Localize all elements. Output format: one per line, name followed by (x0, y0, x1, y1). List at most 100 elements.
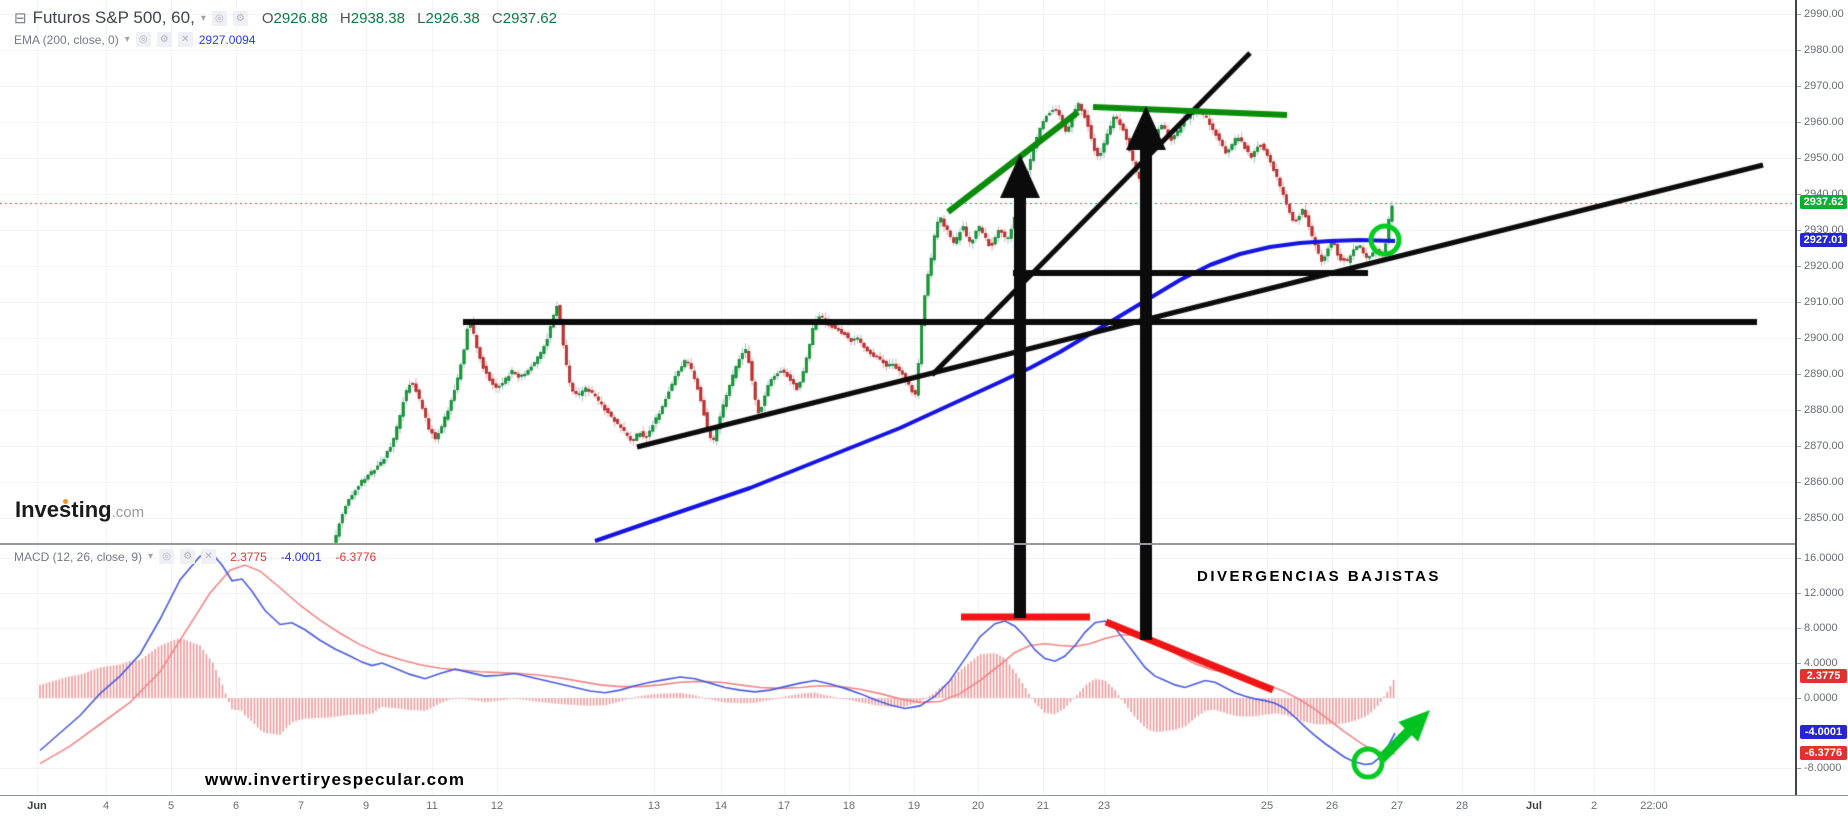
eye-icon[interactable]: ◎ (159, 549, 175, 564)
eye-icon[interactable]: ◎ (135, 32, 151, 47)
open-label: O (261, 9, 274, 27)
time-tick-label: 14 (714, 800, 728, 812)
price-tick-dash (1797, 13, 1801, 15)
price-tick-label: 2880.00 (1804, 404, 1844, 416)
macd-tick-label: -8.0000 (1804, 762, 1842, 774)
price-tick-label: 2900.00 (1804, 332, 1844, 344)
price-tick-dash (1797, 49, 1801, 51)
time-tick-label: Jul (1526, 800, 1542, 812)
ohlc-values: O2926.88 H2938.38 L2926.38 C2937.62 (261, 9, 557, 27)
price-tick-label: 2980.00 (1804, 44, 1844, 56)
price-axis[interactable]: 2990.002980.002970.002960.002950.002940.… (1795, 0, 1848, 795)
gear-icon[interactable]: ⚙ (156, 32, 172, 47)
time-tick-label: 5 (167, 800, 175, 812)
time-tick-label: 7 (297, 800, 305, 812)
macd-tick-dash (1797, 592, 1801, 594)
eye-icon[interactable]: ◎ (211, 10, 227, 26)
macd-label[interactable]: MACD (12, 26, close, 9) (14, 549, 143, 564)
time-tick-label: 18 (842, 800, 856, 812)
macd-tick-label: 12.0000 (1804, 587, 1844, 599)
divergencias-bajistas-label: DIVERGENCIAS BAJISTAS (1197, 568, 1441, 585)
time-tick-label: 20 (971, 800, 985, 812)
price-tick-dash (1797, 229, 1801, 231)
macd-tick-label: 0.0000 (1804, 692, 1838, 704)
macd-badge: -4.0001 (1800, 725, 1847, 739)
time-tick-label: 11 (426, 800, 438, 812)
chevron-down-icon[interactable]: ▾ (200, 12, 206, 24)
investing-logo-suffix: .com (111, 504, 145, 521)
time-tick-label: 12 (490, 800, 504, 812)
time-tick-label: 26 (1325, 800, 1339, 812)
close-label: C (491, 9, 503, 27)
investing-logo-dot-icon (63, 499, 68, 504)
price-tick-dash (1797, 301, 1801, 303)
macd-tick-label: 4.0000 (1804, 657, 1838, 669)
macd-hist-value: 2.3775 (230, 549, 267, 564)
price-tick-dash (1797, 157, 1801, 159)
ema-label[interactable]: EMA (200, close, 0) (14, 32, 119, 47)
time-tick-label: 23 (1097, 800, 1111, 812)
site-watermark: www.invertiryespecular.com (205, 770, 466, 789)
time-tick-label: 19 (907, 800, 921, 812)
gear-icon[interactable]: ⚙ (232, 10, 248, 26)
high-label: H (339, 9, 351, 27)
chevron-down-icon[interactable]: ▾ (148, 551, 154, 562)
price-tick-label: 2890.00 (1804, 368, 1844, 380)
low-label: L (417, 9, 426, 27)
time-tick-label: 6 (232, 800, 240, 812)
collapse-icon[interactable]: ⊟ (14, 10, 27, 27)
price-tick-dash (1797, 409, 1801, 411)
price-tick-label: 2860.00 (1804, 476, 1844, 488)
macd-tick-label: 8.0000 (1804, 622, 1838, 634)
gear-icon[interactable]: ⚙ (180, 549, 196, 564)
time-tick-label: 9 (362, 800, 370, 812)
symbol-legend: ⊟ Futuros S&P 500, 60, ▾ ◎ ⚙ O2926.88 H2… (14, 8, 557, 28)
close-icon[interactable]: ✕ (177, 32, 193, 47)
ema-legend: EMA (200, close, 0) ▾ ◎ ⚙ ✕ 2927.0094 (14, 32, 255, 47)
macd-tick-dash (1797, 662, 1801, 664)
macd-signal-value: -6.3776 (335, 549, 377, 564)
price-tick-dash (1797, 121, 1801, 123)
price-tick-label: 2970.00 (1804, 80, 1844, 92)
macd-tick-dash (1797, 767, 1801, 769)
time-tick-label: 21 (1036, 800, 1050, 812)
price-tick-dash (1797, 265, 1801, 267)
price-badge: 2937.62 (1800, 194, 1847, 209)
price-tick-label: 2960.00 (1804, 116, 1844, 128)
price-tick-dash (1797, 85, 1801, 87)
symbol-title[interactable]: Futuros S&P 500, 60, (32, 8, 195, 27)
close-icon[interactable]: ✕ (201, 549, 217, 564)
time-tick-label: 27 (1390, 800, 1404, 812)
price-tick-dash (1797, 517, 1801, 519)
time-tick-label: 25 (1260, 800, 1274, 812)
price-tick-dash (1797, 337, 1801, 339)
time-tick-label: 13 (647, 800, 661, 812)
price-tick-dash (1797, 193, 1801, 195)
macd-tick-dash (1797, 627, 1801, 629)
macd-legend: MACD (12, 26, close, 9) ▾ ◎ ⚙ ✕ 2.3775 -… (14, 549, 376, 564)
macd-line-value: -4.0001 (280, 549, 322, 564)
price-tick-label: 2990.00 (1804, 8, 1844, 20)
chevron-down-icon[interactable]: ▾ (124, 34, 130, 45)
time-tick-label: Jun (27, 800, 47, 812)
price-tick-dash (1797, 481, 1801, 483)
time-tick-label: 17 (777, 800, 791, 812)
price-tick-label: 2950.00 (1804, 152, 1844, 164)
price-tick-label: 2910.00 (1804, 296, 1844, 308)
investing-logo: Investing.com (15, 497, 144, 523)
price-tick-dash (1797, 373, 1801, 375)
price-tick-label: 2850.00 (1804, 512, 1844, 524)
chart-canvas[interactable] (0, 0, 1795, 795)
time-tick-label: 4 (102, 800, 110, 812)
time-tick-label: 22:00 (1640, 800, 1668, 812)
ema-value: 2927.0094 (198, 32, 256, 47)
time-tick-label: 2 (1590, 800, 1598, 812)
macd-badge: -6.3776 (1800, 745, 1847, 760)
pane-divider[interactable] (0, 543, 1848, 545)
macd-tick-dash (1797, 557, 1801, 559)
price-badge: 2927.01 (1800, 232, 1847, 247)
time-axis[interactable]: Jun 4 5 6 7 9 11 12 13 14 17 18 19 20 21 23 25 26 27 28 Jul 2… (0, 795, 1848, 818)
price-tick-label: 2870.00 (1804, 440, 1844, 452)
time-tick-label: 28 (1455, 800, 1469, 812)
